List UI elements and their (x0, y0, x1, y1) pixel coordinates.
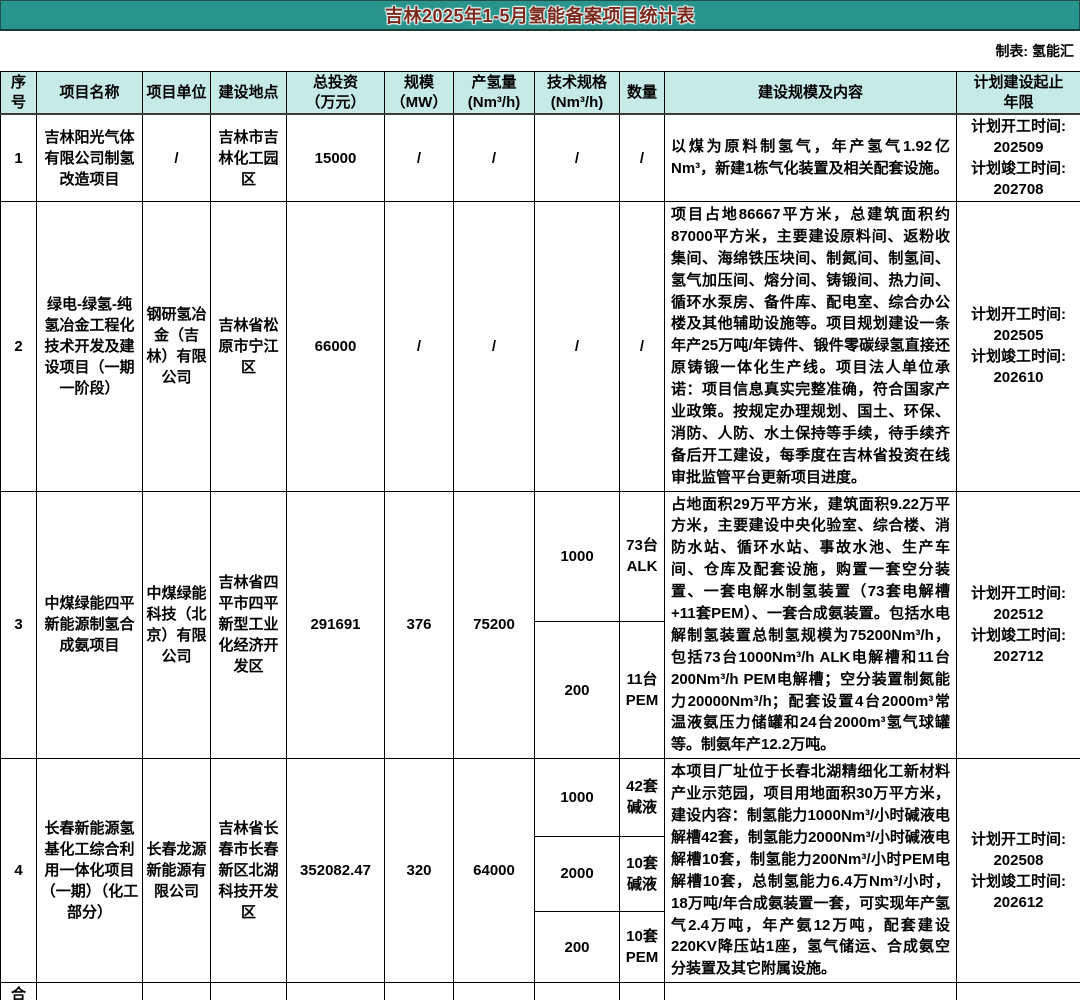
project-3-unit: 中煤绿能科技（北京）有限公司 (142, 490, 211, 760)
prepared-by-row: 制表: 氢能汇 (0, 31, 1080, 71)
project-3-content: 占地面积29万平方米，建筑面积9.22万平方米，主要建设中央化验室、综合楼、消防… (664, 490, 957, 760)
project-3-qty-2: 11台 PEM (619, 620, 665, 760)
col-header-scale: 规模 （MW） (384, 71, 454, 115)
project-3-tech-spec-1: 1000 (534, 490, 620, 622)
total-empty-content (664, 982, 957, 1000)
project-3-seq: 3 (0, 490, 37, 760)
col-header-content: 建设规模及内容 (664, 71, 957, 115)
col-header-qty: 数量 (619, 71, 665, 115)
project-3-plan: 计划开工时间: 202512 计划竣工时间: 202712 (956, 490, 1080, 760)
project-1-plan: 计划开工时间: 202509 计划竣工时间: 202708 (956, 113, 1080, 202)
project-2-name: 绿电-绿氢-纯氢冶金工程化技术开发及建设项目（一期一阶段） (36, 201, 143, 492)
project-2-tech-spec: / (534, 201, 620, 492)
project-4-qty-1: 42套 碱液 (619, 758, 665, 837)
project-2-investment: 66000 (286, 201, 385, 492)
project-1-qty: / (619, 113, 665, 202)
table-sub-row: 200 10套 PEM (1, 910, 1080, 984)
page-title: 吉林2025年1-5月氢能备案项目统计表 (384, 6, 696, 26)
project-4-scale: 320 (384, 758, 454, 984)
table-row: 4 长春新能源氢基化工综合利用一体化项目（一期）（化工部分） 长春龙源新能源有限… (0, 758, 1080, 984)
table-sub-row: 200 11台 PEM (1, 620, 1080, 760)
project-4-seq: 4 (0, 758, 37, 984)
total-row: 合计 724773.47 696 139200 (0, 982, 1080, 1000)
project-4-plan: 计划开工时间: 202508 计划竣工时间: 202612 (956, 758, 1080, 984)
title-bar: 吉林2025年1-5月氢能备案项目统计表 (0, 0, 1080, 31)
project-1-investment: 15000 (286, 113, 385, 202)
project-4-unit: 长春龙源新能源有限公司 (142, 758, 211, 984)
table-row: 1 吉林阳光气体有限公司制氢改造项目 / 吉林市吉林化工园区 15000 / /… (0, 113, 1080, 202)
col-header-unit: 项目单位 (142, 71, 211, 115)
project-2-unit: 钢研氢冶金（吉林）有限公司 (142, 201, 211, 492)
total-empty-unit (142, 982, 211, 1000)
project-2-location: 吉林省松原市宁江区 (210, 201, 287, 492)
project-1-name: 吉林阳光气体有限公司制氢改造项目 (36, 113, 143, 202)
total-h2-output: 139200 (453, 982, 535, 1000)
col-header-location: 建设地点 (210, 71, 287, 115)
project-4-location: 吉林省长春市长春新区北湖科技开发区 (210, 758, 287, 984)
total-empty-qty (619, 982, 665, 1000)
project-3-name: 中煤绿能四平新能源制氢合成氨项目 (36, 490, 143, 760)
col-header-project-name: 项目名称 (36, 71, 143, 115)
header-row: 序号 项目名称 项目单位 建设地点 总投资 （万元） 规模 （MW） 产氢量 (… (0, 71, 1080, 115)
project-3-scale: 376 (384, 490, 454, 760)
table-row: 3 中煤绿能四平新能源制氢合成氨项目 中煤绿能科技（北京）有限公司 吉林省四平市… (0, 490, 1080, 760)
project-3-h2-output: 75200 (453, 490, 535, 760)
project-2-content: 项目占地86667平方米，总建筑面积约87000平方米，主要建设原料间、返粉收集… (664, 201, 957, 492)
project-4-tech-spec-3: 200 (534, 910, 620, 984)
project-1-content: 以煤为原料制氢气，年产氢气1.92亿Nm³，新建1栋气化装置及相关配套设施。 (664, 113, 957, 202)
project-4-investment: 352082.47 (286, 758, 385, 984)
project-2-qty: / (619, 201, 665, 492)
col-header-investment: 总投资 （万元） (286, 71, 385, 115)
project-1-scale: / (384, 113, 454, 202)
col-header-h2-output: 产氢量 (Nm³/h) (453, 71, 535, 115)
total-empty-plan (956, 982, 1080, 1000)
prepared-by-label: 制表: 氢能汇 (995, 43, 1074, 59)
col-header-plan: 计划建设起止 年限 (956, 71, 1080, 115)
project-2-h2-output: / (453, 201, 535, 492)
project-4-name: 长春新能源氢基化工综合利用一体化项目（一期）（化工部分） (36, 758, 143, 984)
project-4-content: 本项目厂址位于长春北湖精细化工新材料产业示范园，项目用地面积30万平方米，建设内… (664, 758, 957, 984)
project-3-qty-1: 73台 ALK (619, 490, 665, 622)
project-3-investment: 291691 (286, 490, 385, 760)
projects-table: 序号 项目名称 项目单位 建设地点 总投资 （万元） 规模 （MW） 产氢量 (… (0, 71, 1080, 1000)
total-label: 合计 (0, 982, 37, 1000)
total-scale: 696 (384, 982, 454, 1000)
project-1-location: 吉林市吉林化工园区 (210, 113, 287, 202)
col-header-tech-spec: 技术规格 (Nm³/h) (534, 71, 620, 115)
project-1-unit: / (142, 113, 211, 202)
table-sub-row: 2000 10套 碱液 (1, 835, 1080, 912)
project-2-plan: 计划开工时间: 202505 计划竣工时间: 202610 (956, 201, 1080, 492)
project-1-seq: 1 (0, 113, 37, 202)
table-row: 2 绿电-绿氢-纯氢冶金工程化技术开发及建设项目（一期一阶段） 钢研氢冶金（吉林… (0, 201, 1080, 492)
project-1-h2-output: / (453, 113, 535, 202)
project-4-qty-2: 10套 碱液 (619, 835, 665, 912)
project-4-qty-3: 10套 PEM (619, 910, 665, 984)
project-1-tech-spec: / (534, 113, 620, 202)
project-3-tech-spec-2: 200 (534, 620, 620, 760)
total-investment: 724773.47 (286, 982, 385, 1000)
project-4-tech-spec-2: 2000 (534, 835, 620, 912)
project-3-location: 吉林省四平市四平新型工业化经济开发区 (210, 490, 287, 760)
col-header-seq: 序号 (0, 71, 37, 115)
total-empty-name (36, 982, 143, 1000)
project-2-scale: / (384, 201, 454, 492)
project-4-h2-output: 64000 (453, 758, 535, 984)
project-2-seq: 2 (0, 201, 37, 492)
total-empty-tech-spec (534, 982, 620, 1000)
total-empty-location (210, 982, 287, 1000)
project-4-tech-spec-1: 1000 (534, 758, 620, 837)
